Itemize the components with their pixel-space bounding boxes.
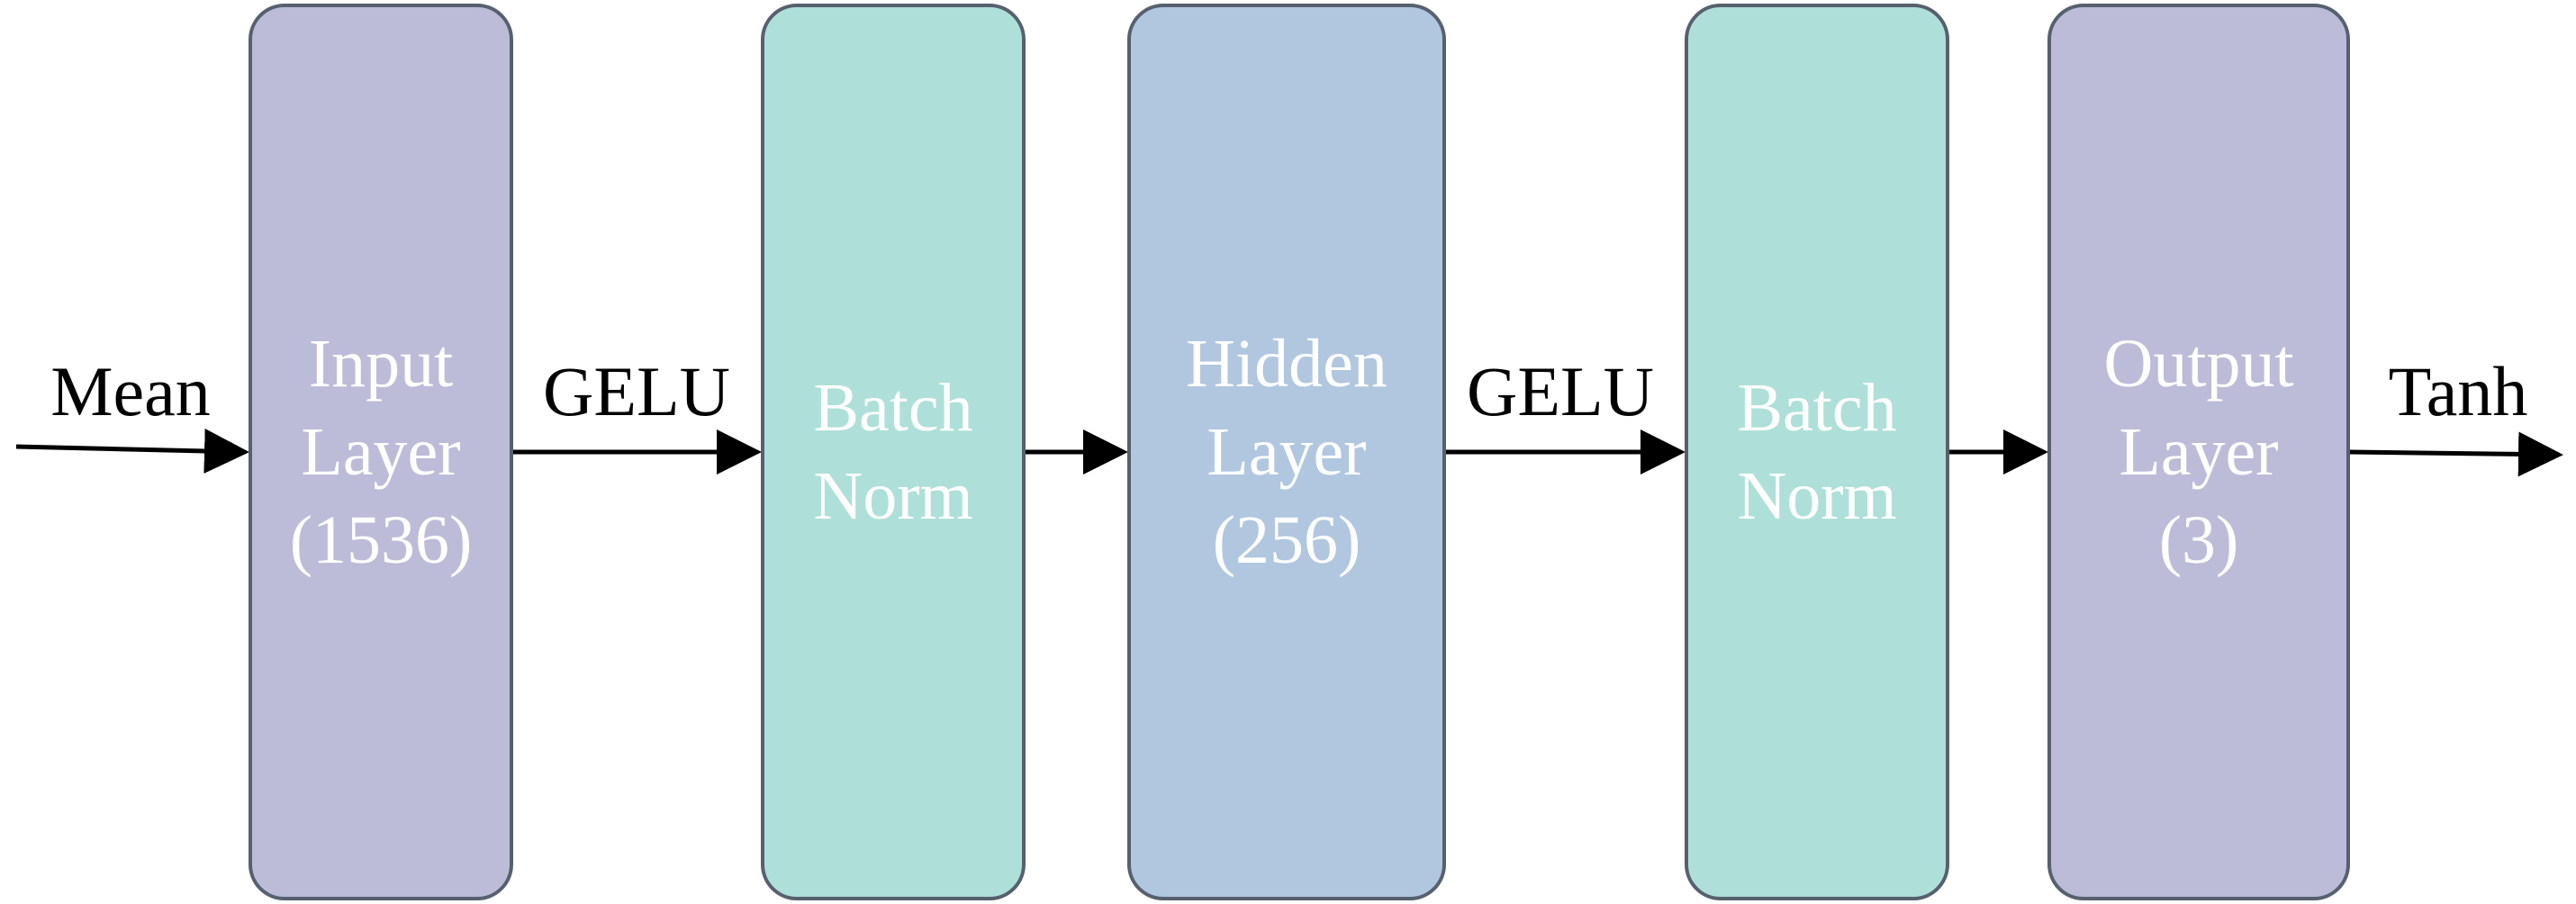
input-layer-block: Input Layer (1536) xyxy=(249,4,513,900)
batch-norm-block-1: Batch Norm xyxy=(761,4,1026,900)
tanh-output-label: Tanh xyxy=(2388,352,2528,430)
gelu-activation-label-2: GELU xyxy=(1467,352,1654,430)
batch-norm-2-label-line1: Batch xyxy=(1737,370,1897,446)
arrow-into-input-layer xyxy=(15,428,249,474)
output-layer-label-line1: Output xyxy=(2103,326,2294,402)
batch-norm-1-label-line2: Norm xyxy=(813,458,973,534)
hidden-layer-label-line3: (256) xyxy=(1212,502,1361,578)
mean-input-label: Mean xyxy=(50,352,211,430)
arrow-out-of-output-layer xyxy=(2349,431,2563,477)
gelu-activation-label-1: GELU xyxy=(543,352,730,430)
output-layer-label-line3: (3) xyxy=(2158,502,2239,578)
hidden-layer-label-line1: Hidden xyxy=(1186,326,1387,402)
batch-norm-block-2: Batch Norm xyxy=(1685,4,1949,900)
batch-norm-2-label-line2: Norm xyxy=(1737,458,1897,534)
input-layer-label-line1: Input xyxy=(308,326,454,402)
output-layer-block: Output Layer (3) xyxy=(2047,4,2350,900)
hidden-layer-label-line2: Layer xyxy=(1207,414,1367,490)
hidden-layer-block: Hidden Layer (256) xyxy=(1127,4,1446,900)
batch-norm-1-label-line1: Batch xyxy=(813,370,973,446)
output-layer-label-line2: Layer xyxy=(2119,414,2279,490)
input-layer-label-line3: (1536) xyxy=(289,502,473,578)
input-layer-label-line2: Layer xyxy=(301,414,461,490)
